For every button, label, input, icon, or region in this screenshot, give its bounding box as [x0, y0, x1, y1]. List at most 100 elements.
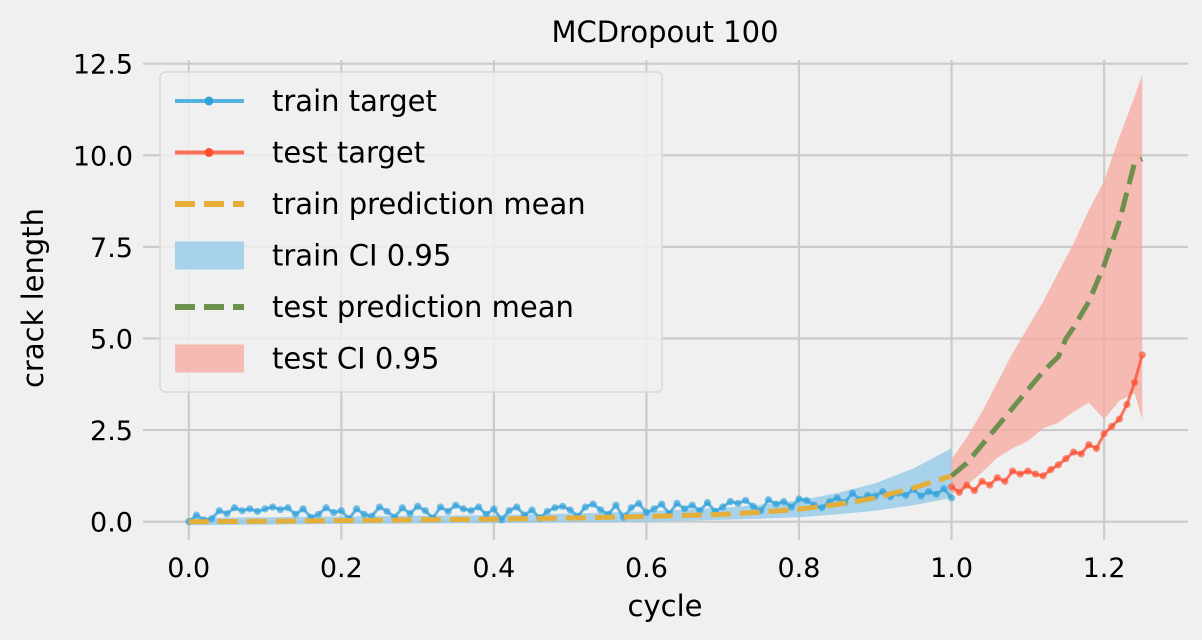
x-tick-label: 0.2 — [320, 553, 363, 584]
test-target-point — [1077, 450, 1085, 458]
legend-label: train CI 0.95 — [272, 239, 451, 273]
train-target-point — [597, 506, 605, 514]
train-target-point — [764, 496, 773, 504]
train-target-point — [352, 505, 361, 513]
y-axis-label: crack length — [16, 208, 50, 388]
x-tick-label: 1.2 — [1083, 553, 1126, 584]
train-target-point — [406, 510, 414, 518]
legend: train target test target train prediction … — [159, 71, 663, 393]
train-target-point — [940, 485, 948, 493]
y-tick-label: 0.0 — [90, 508, 133, 539]
train-target-point — [558, 502, 567, 510]
train-target-point — [208, 515, 216, 523]
test-target-point — [986, 481, 994, 489]
test-target-point — [970, 486, 979, 495]
train-target-point — [658, 500, 666, 508]
train-ci-band — [188, 448, 952, 526]
legend-marker — [204, 96, 214, 106]
train-target-point — [780, 497, 788, 506]
train-target-point — [917, 492, 925, 500]
train-target-point — [795, 495, 803, 503]
y-tick-label: 2.5 — [90, 416, 133, 447]
train-target-point — [314, 510, 323, 518]
train-target-point — [284, 504, 292, 512]
test-target-point — [1016, 470, 1024, 478]
train-target-point — [413, 502, 422, 510]
train-target-point — [688, 501, 696, 509]
train-target-point — [726, 497, 734, 506]
test-target-point — [1024, 467, 1032, 475]
test-prediction-line — [949, 156, 1144, 478]
train-target-point — [803, 496, 811, 505]
test-target-point — [1001, 477, 1009, 485]
y-tick-label: 10.0 — [73, 141, 133, 172]
train-target-point — [223, 510, 231, 518]
train-target-point — [299, 505, 307, 513]
train-target-point — [642, 508, 651, 517]
test-target-point — [978, 477, 986, 485]
train-target-point — [337, 507, 345, 515]
train-target-point — [444, 507, 452, 516]
train-target-point — [398, 504, 406, 512]
y-tick-labels: 0.0 2.5 5.0 7.5 10.0 12.5 — [73, 50, 133, 539]
test-target-point — [1047, 466, 1055, 474]
series-lines — [185, 156, 1146, 526]
x-tick-label: 1.0 — [930, 553, 973, 584]
test-target-point — [1100, 430, 1108, 438]
train-target-point — [833, 494, 841, 502]
train-target-point — [261, 505, 269, 513]
train-target-point — [360, 510, 368, 518]
chart-title: MCDropout 100 — [551, 15, 778, 49]
confidence-bands — [188, 74, 1143, 526]
train-target-point — [719, 503, 727, 511]
y-tick-label: 7.5 — [90, 233, 133, 264]
train-target-point — [581, 503, 590, 511]
legend-marker — [204, 148, 214, 157]
test-target-point — [963, 481, 971, 489]
train-target-point — [421, 507, 429, 515]
train-target-point — [635, 499, 643, 507]
test-target-point — [1008, 467, 1017, 475]
train-target-point — [627, 504, 635, 512]
test-target-point — [1085, 441, 1093, 449]
train-target-point — [490, 505, 498, 513]
legend-label: test CI 0.95 — [272, 342, 440, 376]
test-target-point — [1092, 444, 1101, 452]
test-target-point — [1115, 415, 1123, 423]
x-tick-label: 0.4 — [472, 553, 515, 584]
test-target-point — [1069, 448, 1078, 456]
test-target-point — [1138, 351, 1146, 359]
train-target-point — [680, 505, 689, 513]
train-prediction-line — [188, 473, 953, 525]
train-target-point — [322, 504, 330, 512]
train-target-point — [383, 507, 391, 516]
train-target-point — [467, 507, 475, 515]
train-target-point — [253, 507, 262, 516]
test-target-point — [955, 488, 963, 496]
train-target-point — [932, 490, 940, 498]
test-target-point — [1054, 461, 1062, 469]
train-target-point — [673, 499, 681, 507]
legend-frame — [159, 71, 663, 393]
train-target-point — [566, 506, 574, 514]
test-target-point — [1062, 455, 1070, 463]
train-target-point — [459, 505, 467, 513]
train-target-point — [543, 507, 551, 516]
train-target-point — [246, 505, 254, 513]
train-target-point — [215, 507, 223, 515]
train-target-point — [276, 505, 284, 514]
train-target-point — [505, 507, 513, 515]
y-tick-label: 12.5 — [73, 50, 133, 81]
train-target-point — [452, 501, 460, 509]
y-tick-label: 5.0 — [90, 324, 133, 355]
train-target-point — [749, 502, 757, 510]
train-target-point — [818, 504, 826, 512]
train-target-point — [475, 503, 483, 511]
train-target-point — [589, 500, 597, 508]
x-axis-label: cycle — [628, 589, 703, 623]
train-target-point — [269, 503, 277, 511]
train-target-point — [482, 510, 490, 518]
train-target-point — [497, 516, 506, 524]
legend-label: train target — [272, 84, 437, 118]
